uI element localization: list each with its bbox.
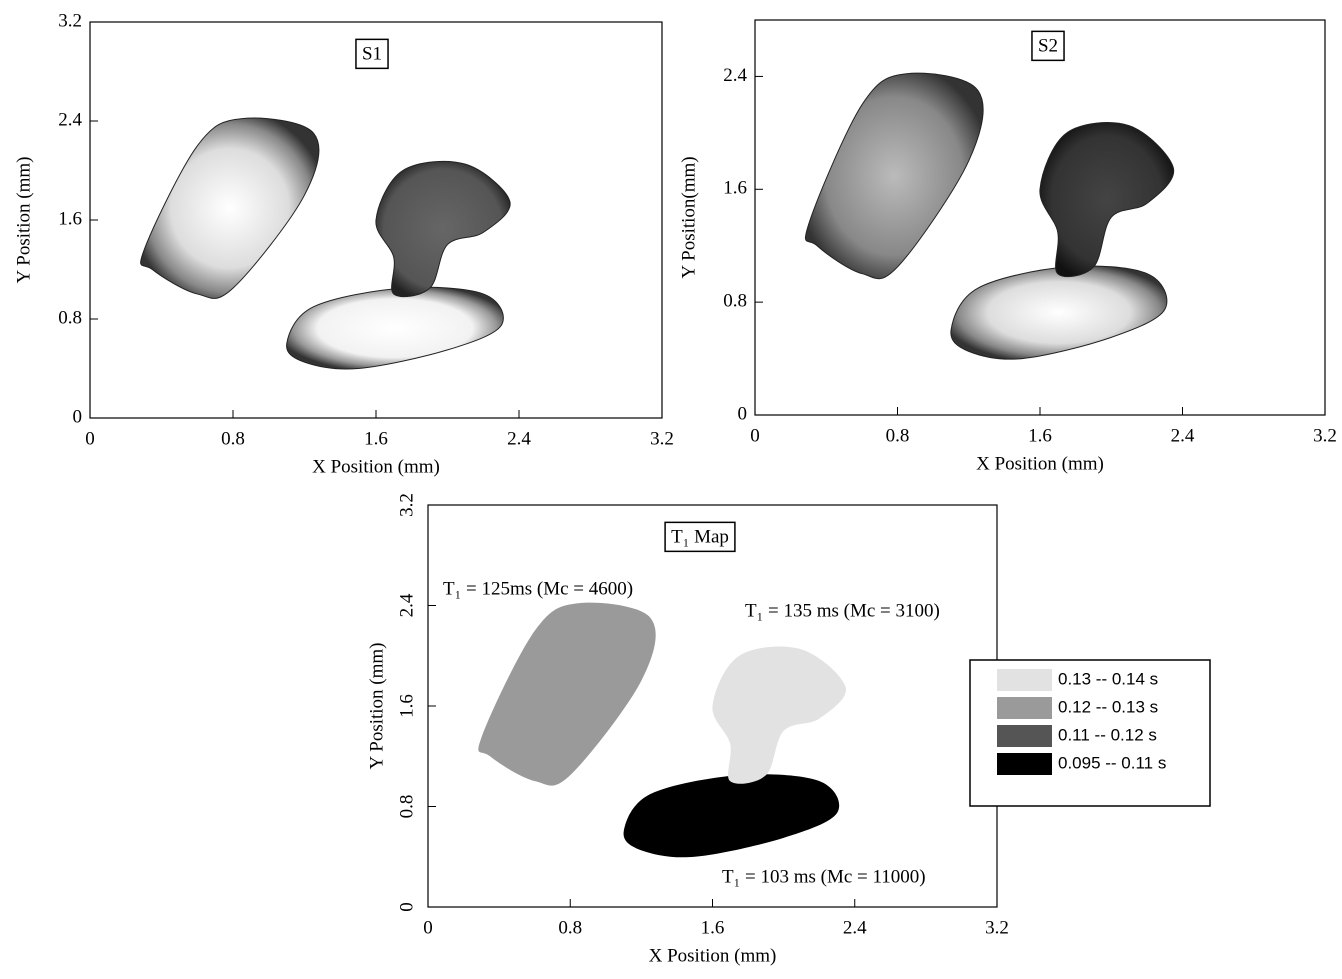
region [287, 287, 504, 369]
region [951, 266, 1167, 359]
x-tick-label: 3.2 [985, 917, 1009, 938]
x-axis-label: X Position (mm) [976, 453, 1104, 474]
region [141, 118, 319, 298]
legend-label: 0.12 -- 0.13 s [1058, 697, 1158, 716]
y-tick-label: 2.4 [723, 65, 747, 86]
x-tick-label: 0 [85, 428, 95, 449]
annotation: T₁ = 125ms (Mc = 4600) [443, 578, 633, 599]
x-tick-label: 1.6 [1028, 425, 1052, 446]
chart-title: S2 [1038, 35, 1058, 56]
x-axis-label: X Position (mm) [649, 945, 777, 966]
x-tick-label: 2.4 [1171, 425, 1195, 446]
annotation: T₁ = 135 ms (Mc = 3100) [745, 600, 940, 621]
y-tick-label: 0.8 [396, 795, 417, 819]
region [478, 603, 655, 786]
x-tick-label: 0.8 [886, 425, 910, 446]
legend-swatch [997, 669, 1052, 691]
annotation: T₁ = 103 ms (Mc = 11000) [722, 866, 926, 887]
legend-swatch [997, 725, 1052, 747]
region [805, 73, 983, 279]
legend-swatch [997, 753, 1052, 775]
x-tick-label: 2.4 [507, 428, 531, 449]
legend-label: 0.13 -- 0.14 s [1058, 669, 1158, 688]
legend-swatch [997, 697, 1052, 719]
y-axis-label: Y Position (mm) [366, 642, 387, 769]
y-tick-label: 1.6 [396, 694, 417, 718]
x-tick-label: 0 [750, 425, 760, 446]
y-tick-label: 0.8 [58, 307, 82, 328]
x-tick-label: 0 [423, 917, 433, 938]
x-tick-label: 1.6 [701, 917, 725, 938]
y-tick-label: 2.4 [58, 109, 82, 130]
chart-title: T₁ Map [671, 526, 729, 547]
x-tick-label: 0.8 [221, 428, 245, 449]
y-tick-label: 1.6 [723, 178, 747, 199]
chart-title: S1 [362, 43, 382, 64]
y-tick-label: 0 [738, 403, 748, 424]
region [712, 647, 846, 784]
region [1040, 123, 1174, 277]
y-tick-label: 0 [73, 406, 83, 427]
y-tick-label: 0 [396, 902, 417, 912]
y-tick-label: 2.4 [396, 593, 417, 617]
x-tick-label: 1.6 [364, 428, 388, 449]
legend-label: 0.095 -- 0.11 s [1058, 753, 1166, 772]
x-axis-label: X Position (mm) [312, 456, 440, 477]
x-tick-label: 2.4 [843, 917, 867, 938]
x-tick-label: 3.2 [650, 428, 674, 449]
y-axis-label: Y Position(mm) [678, 156, 699, 278]
region [376, 161, 510, 296]
y-tick-label: 3.2 [396, 493, 417, 517]
x-tick-label: 0.8 [558, 917, 582, 938]
y-axis-label: Y Position (mm) [13, 156, 34, 283]
y-tick-label: 1.6 [58, 208, 82, 229]
y-tick-label: 0.8 [723, 291, 747, 312]
legend-label: 0.11 -- 0.12 s [1058, 725, 1157, 744]
region [624, 774, 840, 857]
figure: 0 0.8 1.6 2.4 3.2 0 0.8 1.6 2.4 3.2 X Position (mm… [0, 0, 1342, 979]
y-tick-label: 3.2 [58, 10, 82, 31]
x-tick-label: 3.2 [1313, 425, 1337, 446]
